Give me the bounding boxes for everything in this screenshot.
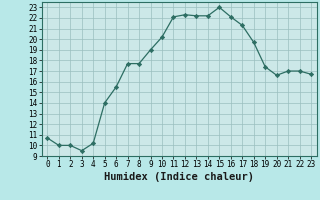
X-axis label: Humidex (Indice chaleur): Humidex (Indice chaleur) xyxy=(104,172,254,182)
